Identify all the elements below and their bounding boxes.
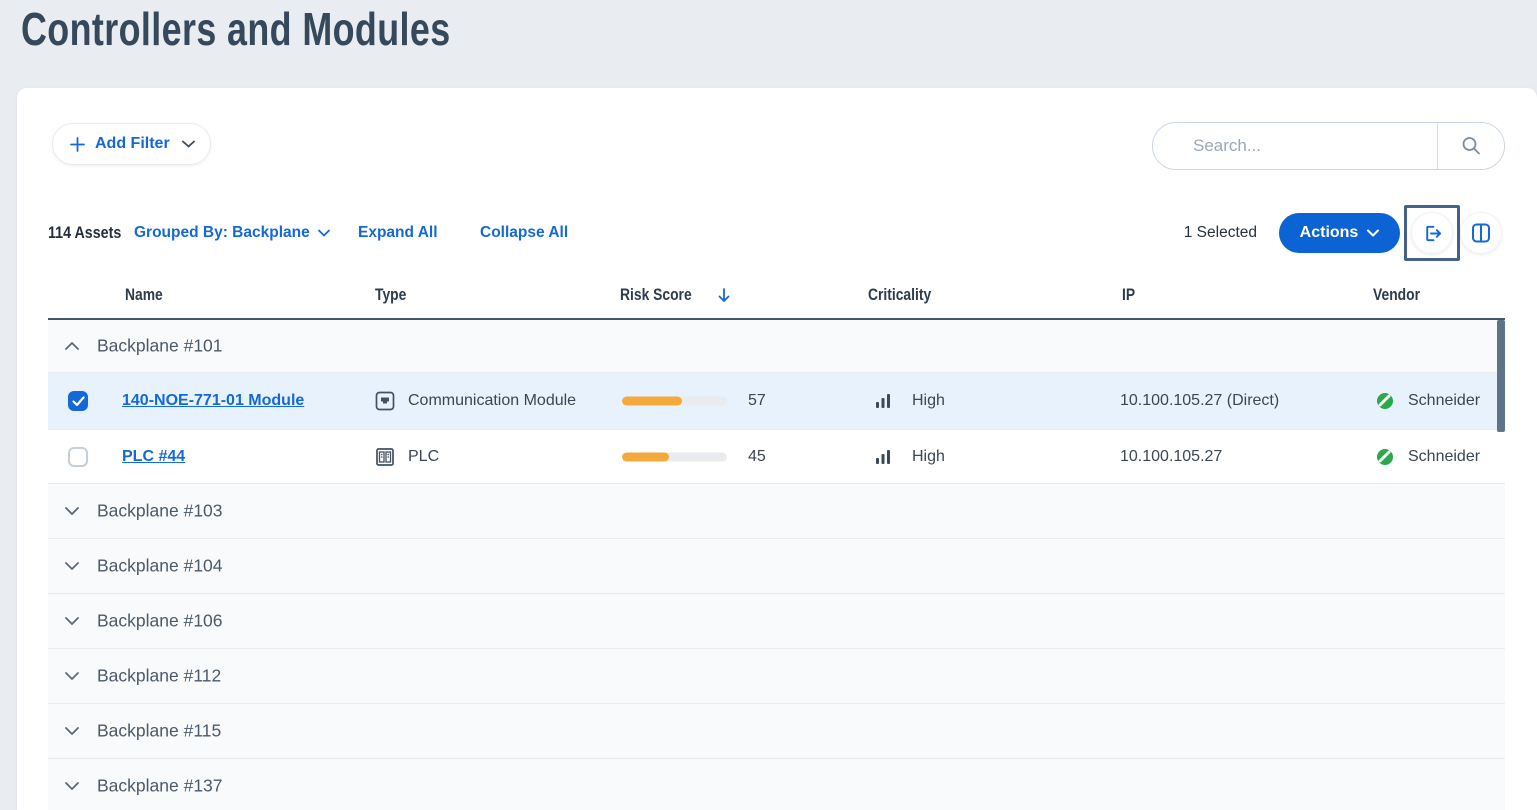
group-row-backplane-137[interactable]: Backplane #137 [48, 759, 1505, 810]
group-row-backplane-104[interactable]: Backplane #104 [48, 539, 1505, 594]
chevron-down-icon [64, 671, 80, 681]
group-label: Backplane #115 [97, 720, 222, 741]
chevron-down-icon [64, 781, 80, 791]
risk-score-bar [622, 396, 727, 406]
columns-icon [1470, 222, 1492, 244]
ip-address: 10.100.105.27 [1120, 447, 1223, 465]
asset-name-link[interactable]: 140-NOE-771-01 Module [122, 392, 305, 409]
vendor-name: Schneider [1408, 447, 1481, 465]
group-label: Backplane #101 [97, 335, 223, 356]
criticality-value: High [912, 392, 945, 409]
bar-chart-icon [874, 392, 892, 410]
asset-type: PLC [408, 447, 440, 465]
selected-count: 1 Selected [1183, 224, 1257, 241]
search-box [1152, 122, 1505, 170]
column-header-type[interactable]: Type [375, 286, 407, 304]
search-button[interactable] [1437, 123, 1504, 169]
export-button[interactable] [1411, 212, 1453, 254]
ip-address: 10.100.105.27 (Direct) [1120, 392, 1280, 409]
schneider-electric-icon [1376, 448, 1394, 466]
collapse-all-button[interactable]: Collapse All [480, 224, 569, 241]
row-checkbox[interactable] [68, 391, 88, 411]
chevron-down-icon [64, 506, 80, 516]
group-row-backplane-106[interactable]: Backplane #106 [48, 594, 1505, 649]
search-input[interactable] [1153, 123, 1437, 169]
vertical-scrollbar-thumb[interactable] [1497, 320, 1505, 432]
chevron-down-icon [64, 726, 80, 736]
risk-score-value: 45 [748, 447, 766, 465]
column-header-ip[interactable]: IP [1122, 286, 1136, 304]
column-header-risk-score[interactable]: Risk Score [620, 286, 692, 304]
chevron-down-icon [181, 140, 195, 148]
page-title: Controllers and Modules [21, 3, 451, 55]
group-row-backplane-103[interactable]: Backplane #103 [48, 484, 1505, 539]
group-label: Backplane #103 [97, 500, 223, 521]
add-filter-label: Add Filter [95, 135, 170, 152]
content-card: Add Filter 114 Assets Grouped By: Backpl… [17, 88, 1537, 810]
row-checkbox[interactable] [68, 446, 88, 467]
group-row-backplane-112[interactable]: Backplane #112 [48, 649, 1505, 704]
communication-module-icon [374, 390, 396, 412]
chevron-down-icon [1367, 229, 1380, 237]
chevron-down-icon [317, 229, 330, 237]
column-header-criticality[interactable]: Criticality [868, 286, 932, 304]
plus-icon [70, 136, 85, 152]
asset-count: 114 Assets [48, 223, 122, 242]
chevron-up-icon [64, 341, 80, 351]
criticality-value: High [912, 447, 945, 465]
schneider-electric-icon [1376, 392, 1394, 410]
group-row-backplane-101[interactable]: Backplane #101 [48, 320, 1505, 373]
add-filter-button[interactable]: Add Filter [52, 123, 211, 165]
risk-score-bar [622, 452, 727, 461]
chevron-down-icon [64, 616, 80, 626]
group-row-backplane-115[interactable]: Backplane #115 [48, 704, 1505, 759]
group-label: Backplane #112 [97, 665, 222, 686]
column-header-name[interactable]: Name [125, 286, 163, 304]
expand-all-button[interactable]: Expand All [358, 224, 438, 241]
asset-name-link[interactable]: PLC #44 [122, 447, 186, 465]
group-label: Backplane #106 [97, 610, 223, 631]
actions-button[interactable]: Actions [1279, 213, 1400, 253]
bar-chart-icon [874, 448, 892, 466]
group-label: Backplane #104 [97, 555, 223, 576]
table-header-row: Name Type Risk Score Criticality IP Vend… [48, 272, 1505, 320]
grouped-by-dropdown[interactable]: Grouped By: Backplane [134, 213, 330, 253]
column-header-vendor[interactable]: Vendor [1373, 286, 1420, 304]
sort-desc-icon[interactable] [716, 287, 732, 309]
assets-table: Name Type Risk Score Criticality IP Vend… [48, 272, 1505, 810]
risk-score-value: 57 [748, 392, 766, 409]
export-icon [1421, 222, 1444, 245]
search-icon [1460, 135, 1482, 157]
columns-button[interactable] [1460, 212, 1502, 254]
asset-type: Communication Module [408, 392, 577, 409]
table-row[interactable]: 140-NOE-771-01 Module Communication Modu… [48, 373, 1505, 430]
group-label: Backplane #137 [97, 775, 223, 796]
plc-icon [374, 446, 396, 468]
vendor-name: Schneider [1408, 392, 1481, 409]
chevron-down-icon [64, 561, 80, 571]
table-row[interactable]: PLC #44 PLC 45 High 10.100.105.27 Schnei… [48, 430, 1505, 484]
